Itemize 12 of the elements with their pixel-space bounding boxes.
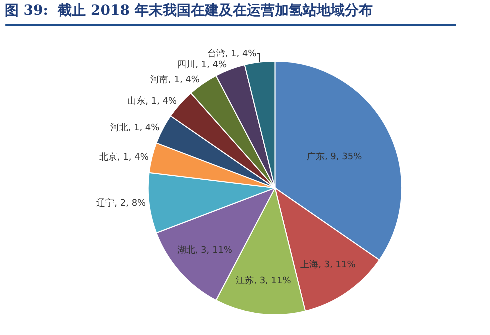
slice-label: 河南, 1, 4%	[150, 74, 200, 86]
slice-label: 四川, 1, 4%	[178, 59, 228, 70]
slice-label: 北京, 1, 4%	[99, 152, 150, 164]
slice-label: 台湾, 1, 4%	[207, 48, 258, 60]
slice-label: 湖北, 3, 11%	[177, 244, 233, 256]
slice-label: 上海, 3, 11%	[300, 260, 356, 271]
chart-title: 图 39: 截止 2018 年末我国在建及在运营加氢站地域分布	[4, 2, 373, 19]
slice-label: 辽宁, 2, 8%	[96, 198, 147, 210]
slice-label: 广东, 9, 35%	[306, 151, 363, 162]
slice-label: 山东, 1, 4%	[128, 96, 178, 108]
slice-label: 江苏, 3, 11%	[236, 276, 292, 287]
slice-label: 河北, 1, 4%	[110, 122, 160, 134]
